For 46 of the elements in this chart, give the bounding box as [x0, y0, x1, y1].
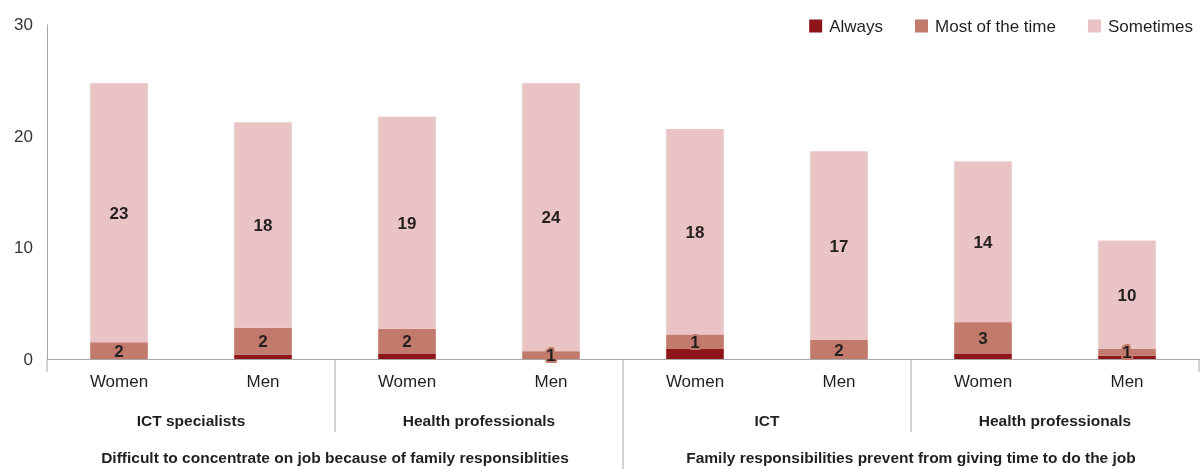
data-label: 18 [685, 222, 705, 242]
y-tick-label: 0 [23, 349, 33, 369]
bar [90, 83, 148, 343]
bar [810, 151, 868, 341]
data-label: 24 [541, 208, 561, 228]
data-label: 2 [834, 340, 844, 360]
x-tick-label: Women [89, 372, 149, 392]
text: Health professionals [402, 411, 556, 429]
x-tick-label: Men [534, 372, 568, 392]
x-tick-label: Women [665, 372, 725, 392]
data-label: 1 [690, 332, 700, 352]
text: Difficult to concentrate on job because of family responsiblities [101, 448, 569, 466]
data-label: 19 [397, 213, 417, 233]
y-tick-label: 10 [14, 238, 33, 258]
data-label: 17 [829, 236, 849, 256]
data-label: 3 [978, 328, 988, 348]
text: ICT [754, 411, 781, 429]
x-tick-label: Men [246, 372, 280, 392]
data-label: 18 [253, 216, 273, 236]
bar [378, 116, 436, 329]
y-tick-label: 20 [14, 126, 33, 146]
bar [378, 353, 436, 359]
legend-label: Sometimes [1107, 16, 1193, 36]
x-tick-label: Women [953, 372, 1013, 392]
bar [234, 354, 292, 359]
text: Health professionals [978, 411, 1132, 429]
bar [234, 122, 292, 328]
bar [954, 161, 1012, 323]
data-label: 14 [973, 232, 993, 252]
text: ICT specialists [136, 411, 246, 429]
y-tick-label: 30 [14, 14, 33, 34]
bar [666, 128, 724, 335]
bar [954, 353, 1012, 359]
x-tick-label: Men [1110, 372, 1144, 392]
data-label: 2 [258, 332, 268, 352]
data-label: 10 [1117, 285, 1137, 305]
x-tick-label: Men [822, 372, 856, 392]
data-label: 23 [109, 203, 129, 223]
x-tick-label: Women [377, 372, 437, 392]
text: Family responsibilities prevent from giving time to do the job [686, 448, 1136, 466]
bar [954, 322, 1012, 354]
legend-label: Most of the time [935, 16, 1056, 36]
data-label: 2 [114, 341, 124, 361]
data-label: 2 [402, 332, 412, 352]
bar [666, 348, 724, 359]
legend-label: Always [829, 16, 884, 36]
